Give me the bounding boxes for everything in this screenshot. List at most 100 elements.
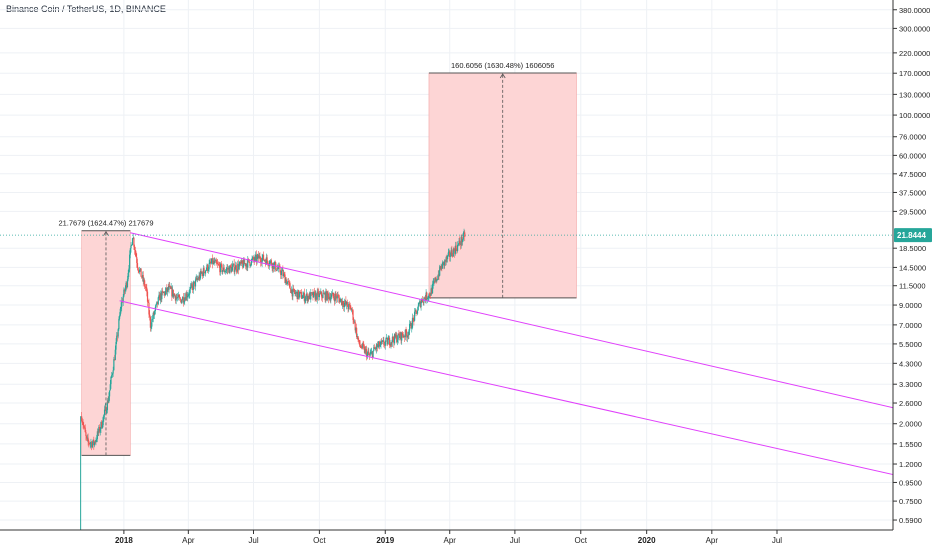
- candle-body: [336, 295, 338, 299]
- candle-body: [405, 329, 407, 334]
- channel-upper-line: [130, 232, 894, 409]
- candle-body: [253, 259, 255, 261]
- candle: [184, 292, 187, 302]
- candle-body: [93, 439, 95, 446]
- candle-body: [242, 263, 244, 268]
- candle-body: [329, 296, 331, 301]
- candle-body: [81, 416, 83, 422]
- y-tick-label: 18.5000: [899, 244, 926, 253]
- candle: [351, 307, 353, 313]
- candle: [395, 331, 397, 340]
- candle: [398, 331, 401, 341]
- candle: [320, 288, 322, 295]
- candle: [233, 259, 235, 275]
- candle-body: [445, 257, 447, 262]
- candle-body: [98, 426, 100, 433]
- y-tick-label: 7.0000: [899, 321, 922, 330]
- candle: [402, 331, 404, 339]
- candle-body: [185, 293, 187, 301]
- candle-body: [313, 291, 315, 293]
- candle: [310, 292, 313, 296]
- candle: [290, 288, 292, 294]
- candle-body: [448, 251, 450, 253]
- candle: [371, 347, 373, 356]
- candle: [137, 267, 139, 274]
- candle: [181, 298, 183, 305]
- candle: [260, 256, 262, 267]
- candle: [327, 290, 329, 300]
- candle: [216, 259, 218, 264]
- candle: [400, 331, 402, 344]
- candle: [176, 293, 178, 300]
- candle: [426, 296, 429, 304]
- candle-body: [156, 301, 159, 305]
- candle-body: [392, 336, 394, 341]
- candle: [164, 291, 166, 299]
- candle: [336, 291, 338, 303]
- candle: [194, 276, 197, 291]
- candle: [146, 289, 149, 307]
- candle: [197, 275, 199, 283]
- candle-body: [404, 336, 406, 338]
- candle: [398, 330, 400, 336]
- candle-body: [270, 260, 272, 262]
- candle-body: [291, 289, 293, 297]
- candle-body: [290, 288, 292, 293]
- candle: [266, 254, 268, 265]
- candle-body: [424, 297, 426, 299]
- candle-body: [393, 333, 396, 344]
- candle: [214, 257, 216, 266]
- candle-body: [313, 291, 315, 298]
- candle-body: [159, 294, 161, 301]
- candle: [326, 291, 328, 302]
- candle: [435, 276, 437, 284]
- candle: [384, 340, 386, 350]
- candle: [357, 336, 359, 342]
- candle: [304, 296, 306, 303]
- candle-body: [333, 296, 335, 298]
- candle: [437, 270, 439, 280]
- candle: [334, 291, 336, 305]
- candle: [157, 296, 159, 306]
- candle: [434, 277, 436, 284]
- candle-body: [431, 288, 433, 294]
- candle-body: [229, 265, 231, 274]
- candle: [147, 300, 149, 304]
- candle: [457, 243, 459, 247]
- candle-body: [464, 232, 466, 238]
- candle: [338, 294, 341, 305]
- candle: [142, 271, 144, 287]
- candle: [407, 331, 409, 340]
- candle-body: [198, 275, 200, 280]
- candle-body: [427, 297, 429, 299]
- candle-body: [282, 269, 284, 276]
- candle: [179, 294, 181, 301]
- candle: [199, 268, 202, 281]
- candle-body: [446, 257, 448, 260]
- candles: [80, 228, 466, 530]
- candle-body: [441, 265, 443, 269]
- candle-body: [202, 272, 204, 277]
- candle-body: [249, 262, 251, 266]
- candle-body: [134, 249, 136, 253]
- candle-body: [245, 263, 247, 267]
- candle: [222, 270, 224, 275]
- candle-body: [83, 426, 86, 428]
- candle-body: [255, 254, 257, 262]
- candle: [168, 282, 170, 294]
- candle-body: [205, 269, 207, 271]
- candle: [333, 293, 336, 306]
- candle-body: [454, 245, 457, 254]
- y-tick-label: 220.0000: [899, 49, 930, 58]
- candle-body: [382, 340, 384, 342]
- candle-body: [375, 348, 377, 350]
- candle: [330, 291, 333, 299]
- candle-body: [283, 273, 285, 275]
- trend-channel: [119, 232, 894, 476]
- candle: [101, 420, 103, 429]
- candle: [406, 328, 408, 342]
- candle-body: [94, 441, 96, 443]
- candle: [267, 260, 269, 267]
- candle-body: [303, 292, 305, 302]
